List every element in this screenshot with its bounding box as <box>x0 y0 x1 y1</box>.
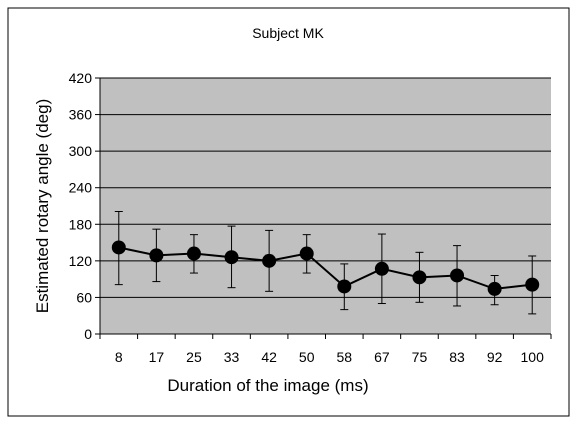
y-tick-label: 300 <box>69 143 93 159</box>
data-point <box>149 248 164 263</box>
data-point <box>186 246 201 261</box>
x-tick-label: 92 <box>487 349 503 365</box>
data-point <box>374 261 389 276</box>
data-point <box>262 253 277 268</box>
data-point <box>337 279 352 294</box>
y-tick-label: 0 <box>84 326 92 342</box>
x-tick-label: 42 <box>261 349 277 365</box>
x-tick-label: 67 <box>374 349 390 365</box>
gridlines <box>100 77 551 298</box>
data-point <box>487 281 502 296</box>
x-tick-label: 100 <box>521 349 545 365</box>
y-tick-label: 360 <box>69 107 93 123</box>
chart-title: Subject MK <box>252 25 324 41</box>
x-tick-label: 33 <box>224 349 240 365</box>
x-axis-ticks: 8 17 25 33 42 50 58 67 75 83 92 100 <box>99 333 552 365</box>
x-tick-label: 75 <box>412 349 428 365</box>
x-tick-label: 8 <box>115 349 123 365</box>
x-tick-label: 25 <box>186 349 202 365</box>
y-tick-label: 420 <box>69 70 93 86</box>
x-tick-label: 17 <box>149 349 165 365</box>
x-tick-label: 50 <box>299 349 315 365</box>
y-tick-label: 180 <box>69 216 93 232</box>
y-tick-label: 120 <box>69 253 93 269</box>
y-tick-label: 60 <box>76 289 92 305</box>
x-tick-label: 58 <box>337 349 353 365</box>
data-point <box>450 268 465 283</box>
x-axis-title: Duration of the image (ms) <box>167 376 368 395</box>
x-tick-label: 83 <box>449 349 465 365</box>
data-point <box>111 240 126 255</box>
plot-area <box>100 78 551 334</box>
data-point <box>525 277 540 292</box>
y-tick-label: 240 <box>69 180 93 196</box>
data-point <box>412 270 427 285</box>
y-axis-ticks: 0 60 120 180 240 300 360 420 <box>69 70 101 342</box>
data-point <box>299 246 314 261</box>
y-axis-title: Estimated rotary angle (deg) <box>33 99 52 314</box>
data-points <box>111 240 540 296</box>
data-point <box>224 250 239 265</box>
